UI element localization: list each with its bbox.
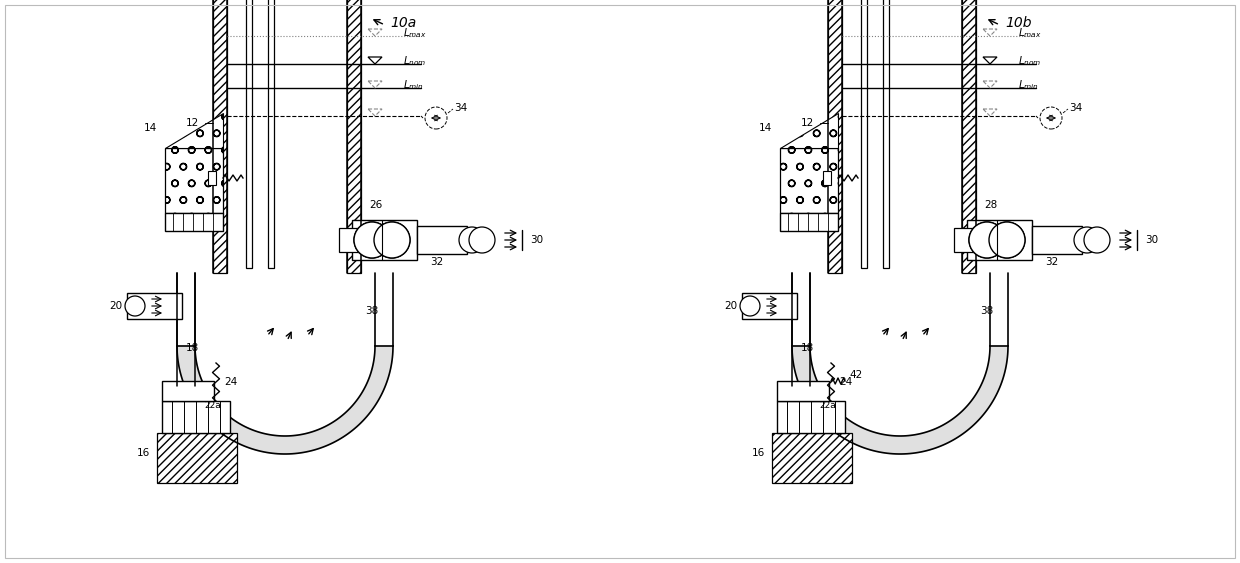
- Bar: [126, 293, 182, 319]
- Circle shape: [990, 222, 1025, 258]
- Text: 22a: 22a: [205, 401, 221, 410]
- Polygon shape: [983, 29, 997, 36]
- Bar: [417, 226, 467, 254]
- Text: $L_{max}$: $L_{max}$: [403, 26, 427, 40]
- Polygon shape: [780, 113, 838, 148]
- Circle shape: [459, 227, 485, 253]
- Bar: [352, 220, 417, 260]
- Bar: [861, 0, 867, 268]
- Polygon shape: [983, 57, 997, 64]
- Text: 28: 28: [985, 200, 997, 210]
- Text: $L_{nom}$: $L_{nom}$: [1018, 54, 1042, 68]
- Bar: [967, 220, 1032, 260]
- Circle shape: [968, 222, 1004, 258]
- Text: 42: 42: [849, 370, 862, 380]
- Circle shape: [740, 296, 760, 316]
- Text: 30: 30: [1145, 235, 1158, 245]
- Text: 24: 24: [839, 377, 852, 387]
- Text: 16: 16: [751, 448, 765, 458]
- Polygon shape: [368, 29, 382, 36]
- Bar: [165, 213, 223, 231]
- Polygon shape: [983, 109, 997, 116]
- Text: 34: 34: [454, 103, 467, 113]
- Bar: [1032, 226, 1083, 254]
- Text: 38: 38: [980, 306, 993, 316]
- Circle shape: [374, 222, 410, 258]
- Text: 10a: 10a: [391, 16, 417, 30]
- Bar: [777, 381, 830, 401]
- Text: 20: 20: [724, 301, 737, 311]
- Circle shape: [990, 222, 1025, 258]
- Polygon shape: [368, 81, 382, 88]
- Text: 30: 30: [529, 235, 543, 245]
- Circle shape: [374, 222, 410, 258]
- Polygon shape: [780, 148, 838, 213]
- Circle shape: [1040, 107, 1061, 129]
- Polygon shape: [165, 113, 223, 148]
- Polygon shape: [792, 346, 1008, 454]
- Text: 10b: 10b: [1004, 16, 1032, 30]
- Text: 18: 18: [800, 343, 813, 353]
- Polygon shape: [962, 0, 976, 273]
- Text: 16: 16: [136, 448, 150, 458]
- Text: 14: 14: [144, 123, 157, 133]
- Bar: [162, 381, 215, 401]
- Polygon shape: [165, 148, 223, 213]
- Text: 32: 32: [430, 257, 444, 267]
- Polygon shape: [177, 346, 393, 454]
- Text: 20: 20: [109, 301, 122, 311]
- Text: $L_{min}$: $L_{min}$: [403, 78, 424, 92]
- Polygon shape: [213, 0, 227, 273]
- Polygon shape: [368, 109, 382, 116]
- Text: $L_{nom}$: $L_{nom}$: [403, 54, 427, 68]
- Text: 34: 34: [1069, 103, 1083, 113]
- Bar: [777, 401, 844, 433]
- Bar: [954, 228, 973, 252]
- Bar: [883, 0, 889, 268]
- Text: 22a: 22a: [818, 401, 836, 410]
- Bar: [208, 171, 216, 185]
- Polygon shape: [157, 433, 237, 483]
- Bar: [742, 293, 797, 319]
- Circle shape: [1074, 227, 1100, 253]
- Text: 12: 12: [186, 118, 198, 128]
- Text: 18: 18: [185, 343, 198, 353]
- Circle shape: [469, 227, 495, 253]
- Polygon shape: [368, 57, 382, 64]
- Bar: [162, 401, 229, 433]
- Circle shape: [1084, 227, 1110, 253]
- Circle shape: [125, 296, 145, 316]
- Text: 26: 26: [370, 200, 382, 210]
- Polygon shape: [983, 81, 997, 88]
- Text: $L_{max}$: $L_{max}$: [1018, 26, 1042, 40]
- Bar: [339, 228, 360, 252]
- Bar: [780, 213, 838, 231]
- Bar: [823, 171, 831, 185]
- Circle shape: [353, 222, 391, 258]
- Text: 32: 32: [1045, 257, 1059, 267]
- Text: 14: 14: [759, 123, 773, 133]
- Circle shape: [425, 107, 446, 129]
- Bar: [246, 0, 252, 268]
- Text: 38: 38: [365, 306, 378, 316]
- Polygon shape: [773, 433, 852, 483]
- Text: $L_{min}$: $L_{min}$: [1018, 78, 1039, 92]
- Text: 24: 24: [224, 377, 237, 387]
- Polygon shape: [347, 0, 361, 273]
- Bar: [268, 0, 274, 268]
- Circle shape: [968, 222, 1004, 258]
- Polygon shape: [828, 0, 842, 273]
- Text: 12: 12: [801, 118, 813, 128]
- Circle shape: [353, 222, 391, 258]
